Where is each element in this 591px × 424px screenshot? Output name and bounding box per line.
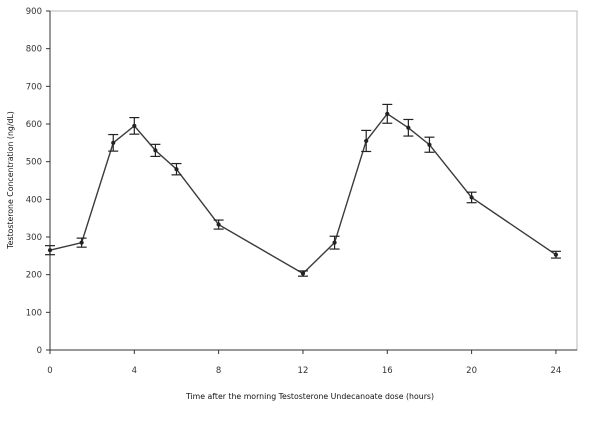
- x-tick-label: 0: [47, 366, 52, 376]
- x-tick-label: 12: [298, 366, 309, 376]
- point-marker: [427, 142, 432, 147]
- point-marker: [132, 123, 137, 128]
- y-ticks: 0 100 200 300 400 500 600 700 800 900: [26, 7, 50, 356]
- y-tick-label: 0: [37, 346, 42, 356]
- y-tick-label: 800: [26, 45, 42, 55]
- point-marker: [111, 140, 116, 145]
- point-marker: [469, 195, 474, 200]
- point-marker: [153, 148, 158, 153]
- data-point: [403, 118, 414, 137]
- x-tick-label: 4: [132, 366, 137, 376]
- data-point: [213, 219, 224, 230]
- x-tick-label: 24: [551, 366, 562, 376]
- y-tick-label: 300: [26, 233, 42, 243]
- data-point: [108, 133, 119, 152]
- y-tick-label: 200: [26, 271, 42, 281]
- point-marker: [79, 240, 84, 245]
- point-marker: [174, 167, 179, 172]
- y-tick-label: 600: [26, 120, 42, 130]
- point-marker: [406, 125, 411, 130]
- data-point: [550, 250, 561, 259]
- y-tick-label: 400: [26, 195, 42, 205]
- data-point: [171, 162, 182, 176]
- y-tick-label: 500: [26, 158, 42, 168]
- data-point: [424, 136, 435, 153]
- y-tick-label: 900: [26, 7, 42, 17]
- data-point: [361, 129, 372, 153]
- data-point: [466, 191, 477, 204]
- series-line: [49, 112, 557, 275]
- y-tick-label: 700: [26, 82, 42, 92]
- point-marker: [385, 111, 390, 116]
- point-marker: [216, 222, 221, 227]
- data-point: [382, 103, 393, 124]
- x-tick-label: 8: [216, 366, 221, 376]
- point-marker: [364, 138, 369, 144]
- y-tick-label: 100: [26, 308, 42, 318]
- data-point: [45, 245, 55, 256]
- series-layer: [45, 103, 561, 277]
- x-ticks: 0 4 8 12 16 20 24: [47, 350, 561, 376]
- point-marker: [553, 252, 559, 257]
- x-axis-label: Time after the morning Testosterone Unde…: [185, 392, 434, 401]
- point-marker: [332, 240, 337, 245]
- x-tick-label: 16: [382, 366, 393, 376]
- data-point: [129, 116, 140, 135]
- point-marker: [300, 271, 306, 276]
- data-point: [329, 235, 340, 250]
- point-marker: [47, 248, 53, 253]
- plot-frame: [49, 10, 578, 351]
- data-point: [76, 237, 87, 248]
- data-point: [297, 270, 308, 277]
- y-axis-label: Testosterone Concentration (ng/dL): [6, 111, 15, 250]
- x-tick-label: 20: [466, 366, 477, 376]
- data-point: [150, 143, 161, 157]
